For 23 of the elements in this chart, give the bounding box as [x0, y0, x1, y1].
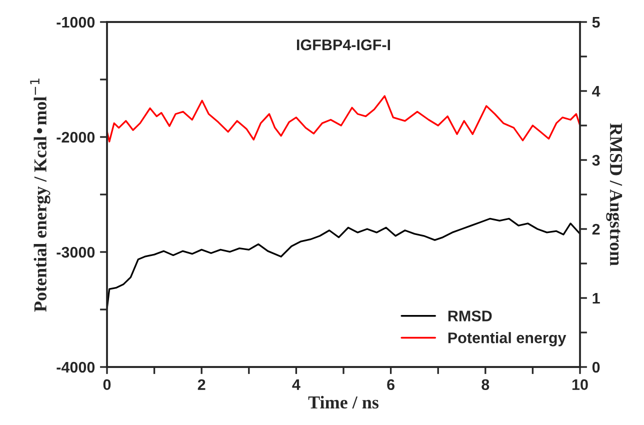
- x-tick-label: 6: [387, 379, 394, 390]
- x-tick-label: 2: [198, 379, 206, 390]
- y2-tick-label: 0: [592, 362, 600, 373]
- x-tick-label: 4: [292, 379, 300, 390]
- y2-tick-label: 3: [592, 154, 600, 166]
- x-tick-label: 0: [103, 379, 111, 390]
- text: IGFBP4-IGF-I: [296, 39, 390, 50]
- y2-tick-label: 2: [592, 224, 600, 235]
- y-axis-title: Potential energy / Kcal•mol$^{−1}$: [30, 78, 50, 312]
- legend-label: Potential energy: [448, 332, 566, 346]
- x-axis-title: Time / ns: [308, 396, 379, 409]
- x-tick-label: 8: [482, 379, 490, 390]
- y-tick-label: -1000: [56, 16, 95, 28]
- legend-label: RMSD: [448, 310, 492, 322]
- y2-tick-label: 1: [592, 293, 600, 304]
- y2-tick-label: 5: [592, 17, 600, 28]
- y-tick-label: -4000: [56, 362, 95, 373]
- y-tick-label: -3000: [56, 246, 95, 258]
- y-tick-label: -2000: [56, 132, 95, 143]
- x-tick-label: 10: [572, 379, 588, 390]
- y2-tick-label: 4: [592, 86, 600, 97]
- line-series: [107, 95, 580, 142]
- y2-axis-title: RMSD / Angstrom: [606, 123, 622, 266]
